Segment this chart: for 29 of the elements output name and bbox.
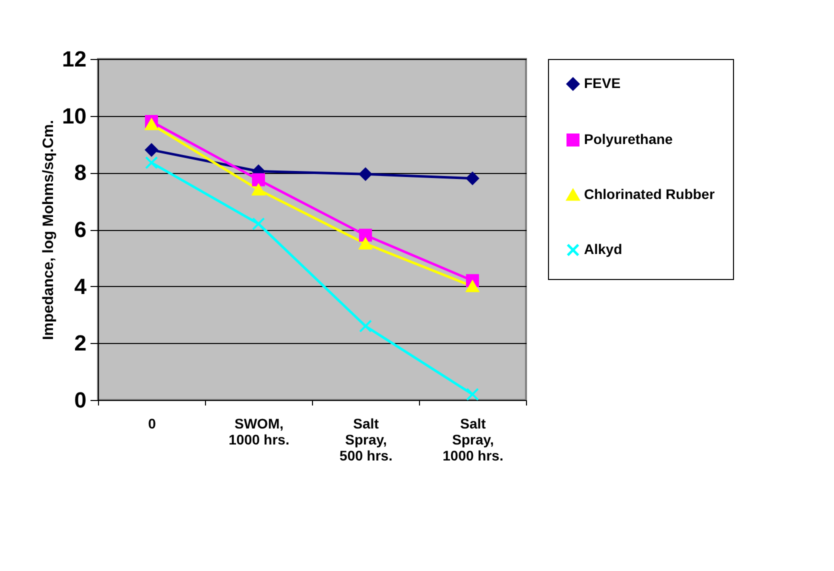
legend-label: Polyurethane <box>584 131 673 147</box>
point <box>359 238 372 250</box>
legend-label: Chlorinated Rubber <box>584 186 716 202</box>
x-tick-label: Salt Spray, 1000 hrs. <box>442 416 504 464</box>
point <box>252 184 265 196</box>
legend-label: FEVE <box>584 75 621 91</box>
point <box>145 156 158 170</box>
point <box>466 280 479 292</box>
y-tick-label: 4 <box>74 274 88 299</box>
y-tick-label: 10 <box>62 103 86 128</box>
point <box>145 118 158 130</box>
x-tick-label: SWOM, 1000 hrs. <box>228 416 290 448</box>
y-tick-label: 6 <box>74 217 86 242</box>
point <box>466 388 479 401</box>
x-tick-label: Salt Spray, 500 hrs. <box>340 416 392 464</box>
point <box>359 320 372 333</box>
y-tick-label: 12 <box>62 46 86 72</box>
y-tick-label: 2 <box>74 330 86 356</box>
point <box>252 173 265 186</box>
y-tick-label: 8 <box>74 160 86 186</box>
y-axis-title: Impedance, log Mohms/sq.Cm. <box>40 120 58 340</box>
y-tick-label: 0 <box>74 388 86 412</box>
point <box>359 228 372 242</box>
x-tick-label: 0 <box>148 416 156 432</box>
point <box>466 172 479 185</box>
point <box>359 168 372 181</box>
point <box>252 217 265 230</box>
legend-label: Alkyd <box>584 241 622 257</box>
point <box>145 143 158 156</box>
